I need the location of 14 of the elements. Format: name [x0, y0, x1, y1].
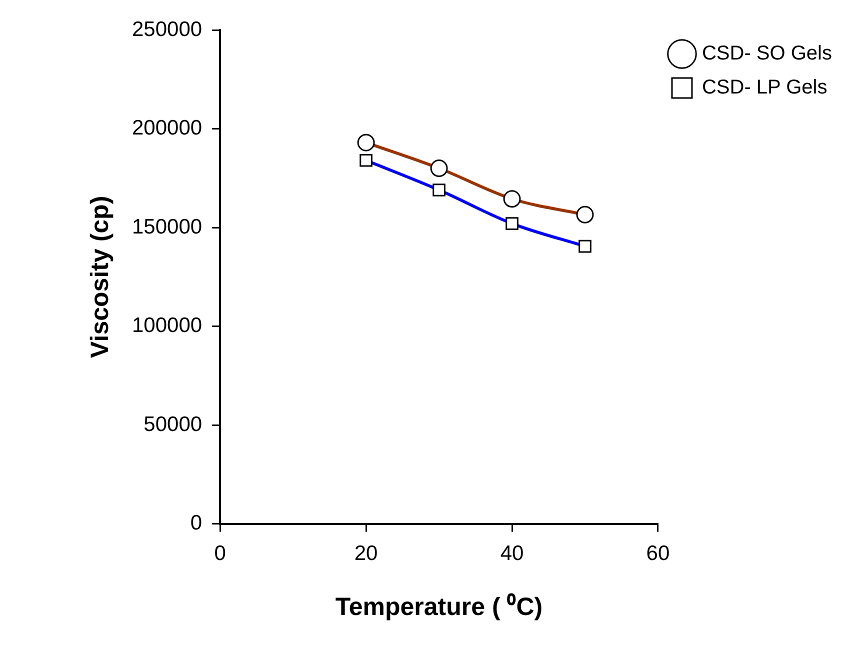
legend-label: CSD- SO Gels: [702, 42, 832, 65]
y-tick-label: 0: [190, 512, 202, 535]
y-tick-label: 100000: [132, 314, 202, 338]
y-tick-label: 200000: [132, 116, 202, 140]
legend-label: CSD- LP Gels: [702, 76, 828, 99]
x-axis-title: Temperature ( ⁰C): [335, 592, 543, 621]
x-tick-label: 20: [354, 542, 378, 566]
x-tick-label: 40: [500, 542, 524, 566]
y-tick-label: 50000: [144, 412, 202, 436]
x-tick-label: 60: [646, 542, 670, 566]
y-tick-label: 150000: [132, 215, 202, 238]
y-axis-title: Viscosity (cp): [86, 196, 114, 358]
y-tick-label: 250000: [132, 18, 202, 41]
x-tick-label: 0: [214, 542, 226, 566]
